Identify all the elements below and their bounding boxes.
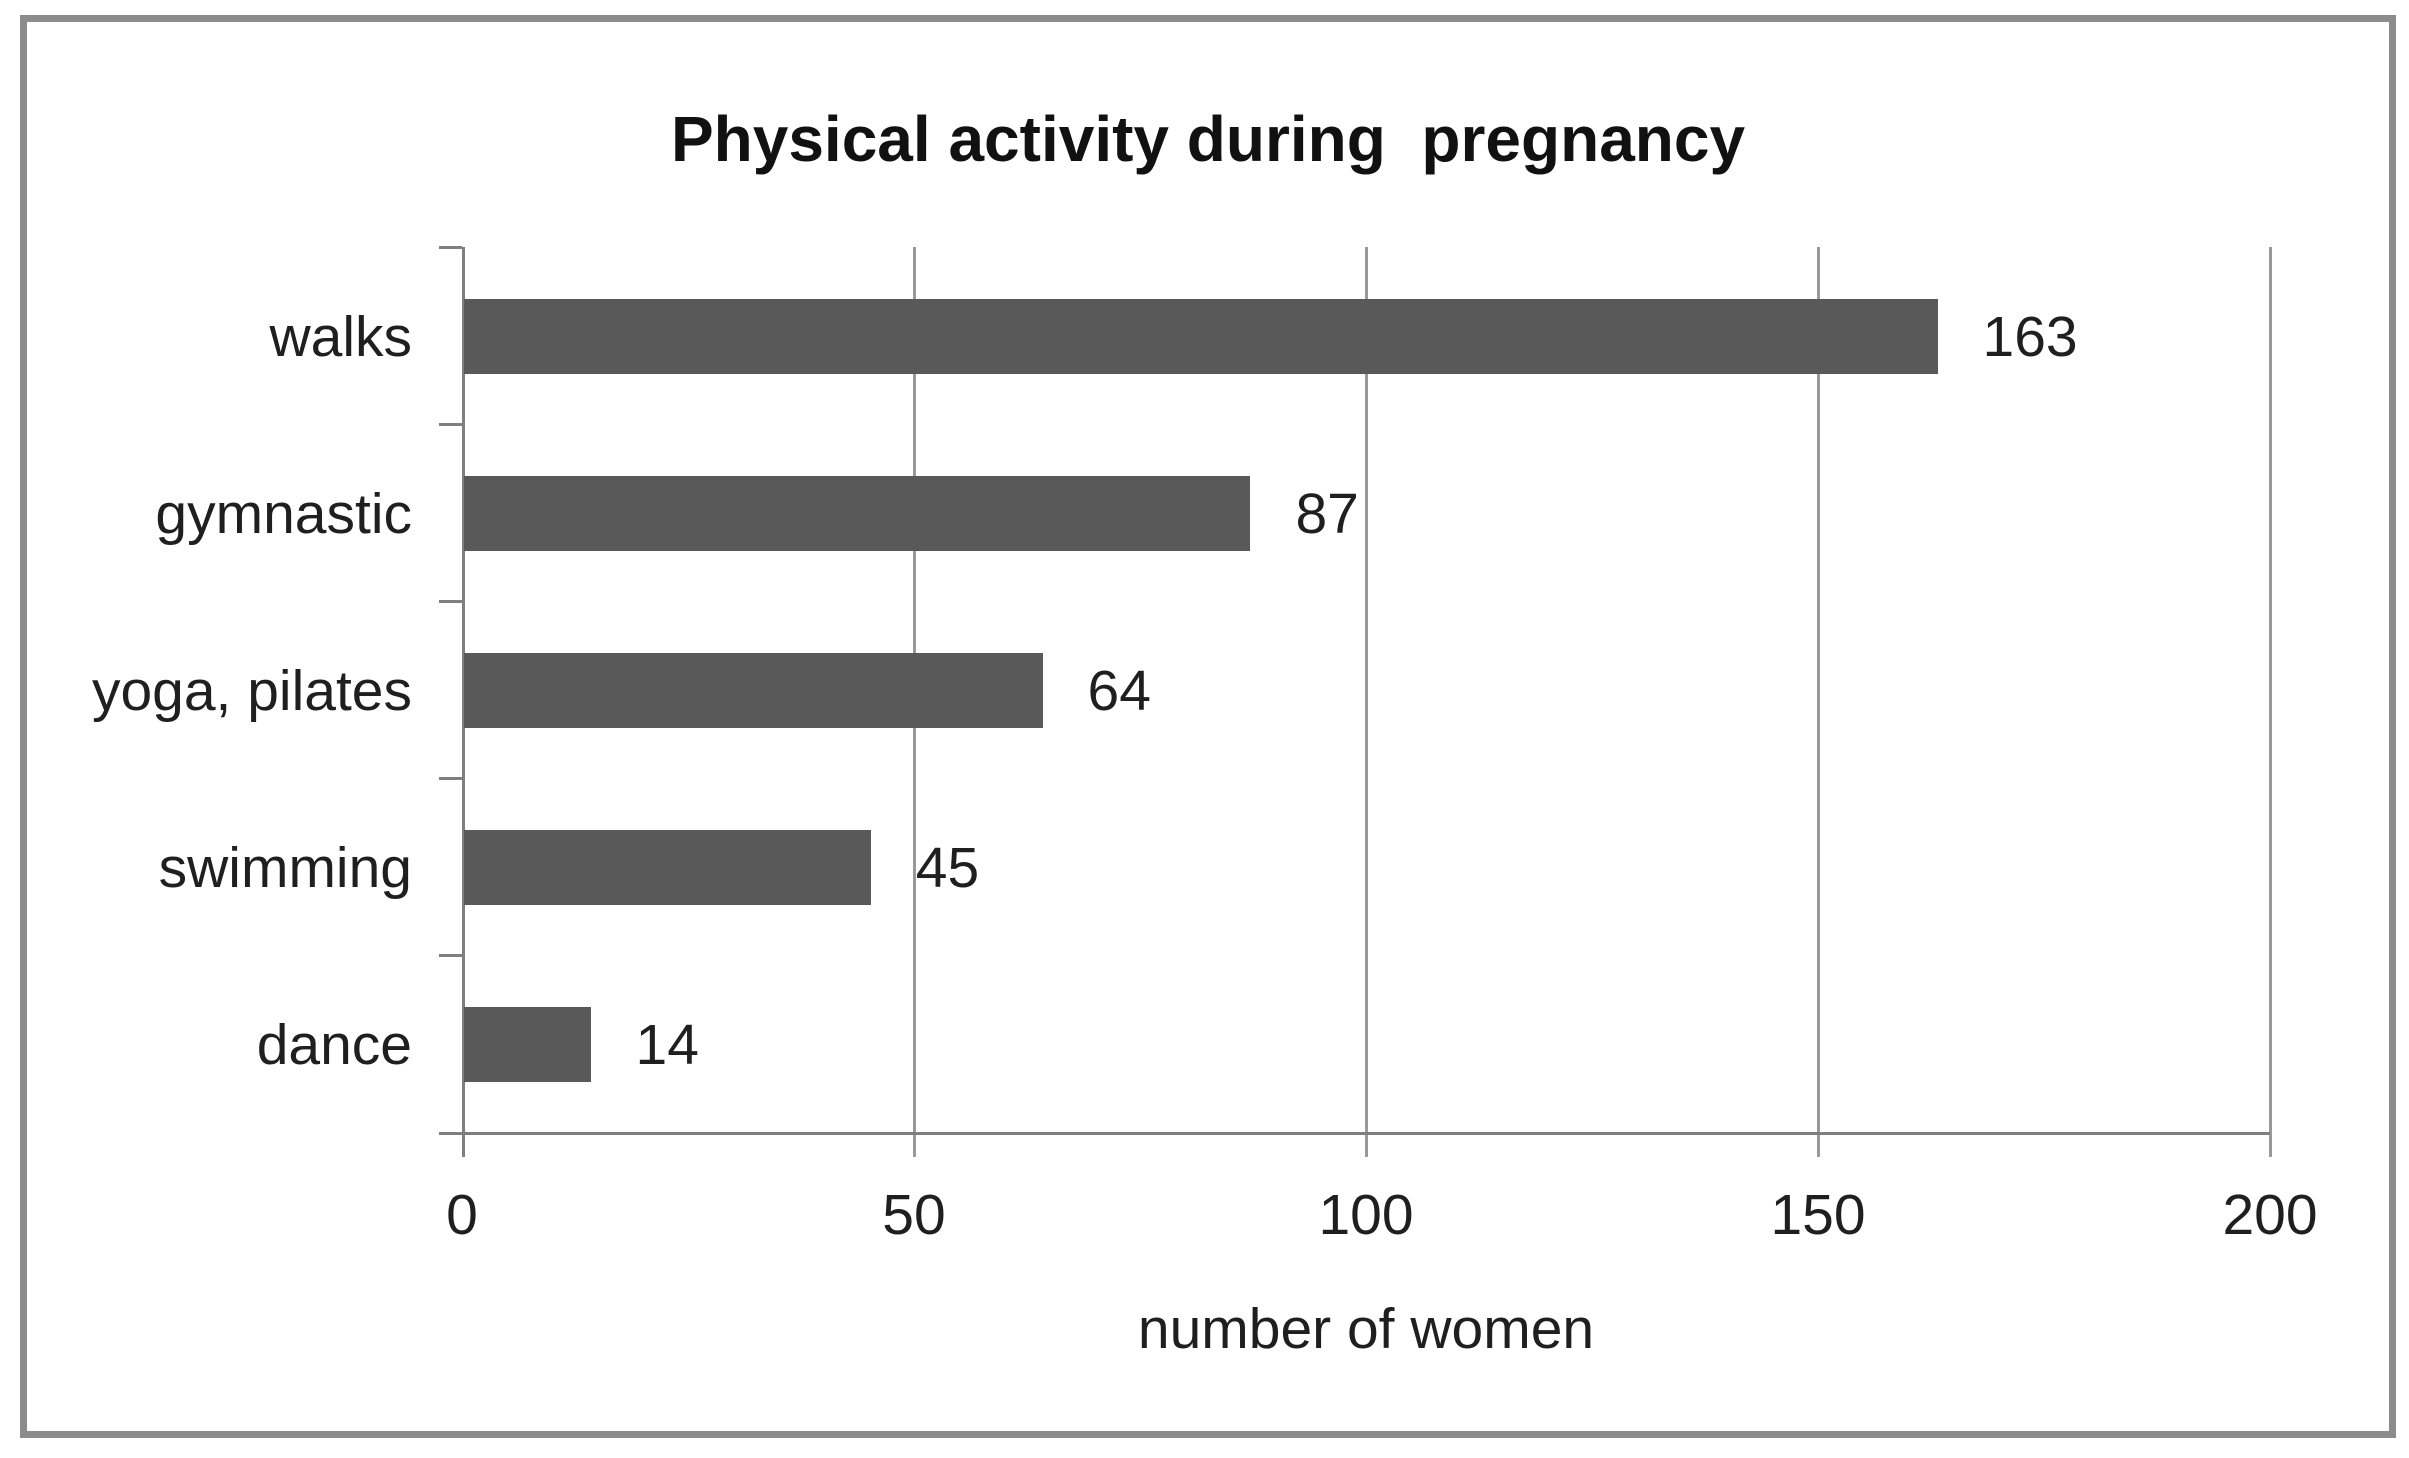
bar-swimming (464, 830, 871, 905)
x-tick-label-200: 200 (2222, 1183, 2318, 1247)
bar-value-label: 14 (635, 1012, 699, 1077)
bar-gymnastic (464, 476, 1251, 551)
x-tick-label-150: 150 (1770, 1183, 1866, 1247)
y-axis-category-tick (439, 777, 462, 780)
chart-title: Physical activity during pregnancy (670, 103, 1746, 175)
category-label: swimming (158, 835, 412, 900)
bar-dance (464, 1007, 591, 1082)
y-axis-category-tick (439, 246, 462, 249)
category-label: dance (256, 1012, 412, 1077)
gridline-x-100 (1365, 247, 1368, 1157)
x-tick-label-50: 50 (882, 1183, 946, 1247)
category-label: walks (269, 304, 412, 369)
category-label: yoga, pilates (91, 658, 412, 723)
y-axis-line (462, 247, 465, 1157)
x-axis-line (439, 1132, 2270, 1135)
y-axis-category-tick (439, 954, 462, 957)
category-label: gymnastic (155, 481, 412, 546)
bar-walks (464, 299, 1938, 374)
x-tick-label-0: 0 (446, 1183, 478, 1247)
y-axis-category-tick (439, 423, 462, 426)
gridline-x-150 (1817, 247, 1820, 1157)
x-tick-label-100: 100 (1318, 1183, 1414, 1247)
bar-value-label: 87 (1295, 481, 1359, 546)
bar-yoga-pilates (464, 653, 1043, 728)
gridline-x-200 (2269, 247, 2272, 1157)
bar-value-label: 45 (915, 835, 980, 900)
x-axis-title: number of women (1137, 1297, 1595, 1361)
chart-border-frame: Physical activity during pregnancy (20, 15, 2396, 1438)
bar-value-label: 64 (1087, 658, 1151, 723)
bar-value-label: 163 (1982, 304, 2078, 369)
y-axis-category-tick (439, 600, 462, 603)
